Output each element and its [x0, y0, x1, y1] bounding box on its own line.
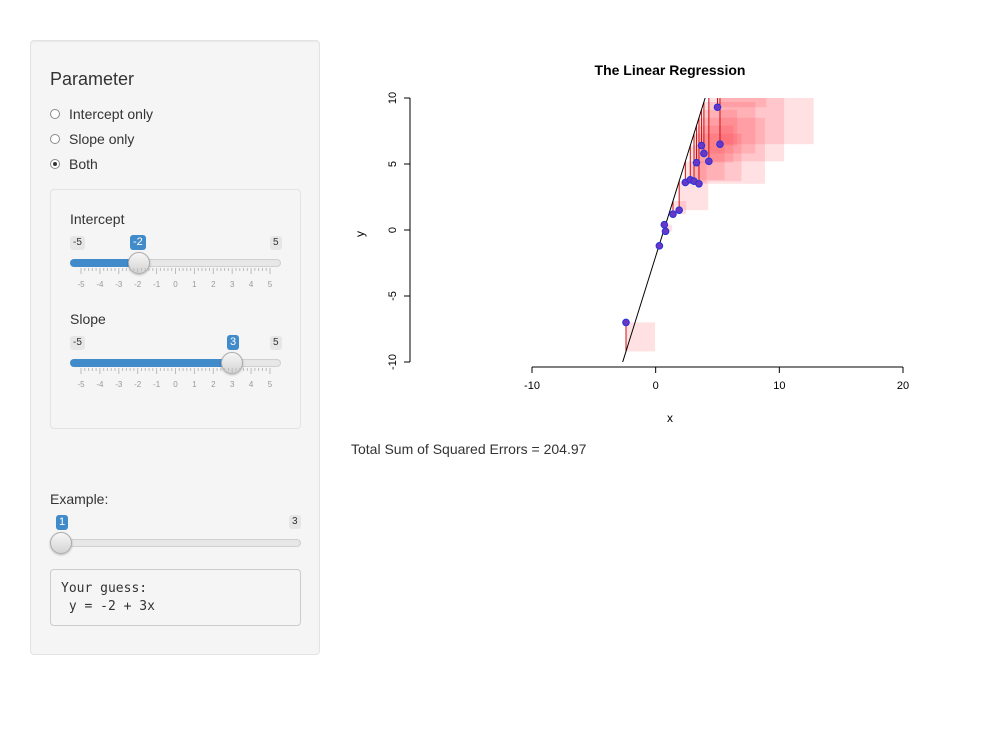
- radio-both[interactable]: Both: [50, 154, 98, 174]
- tick-label: 1: [192, 380, 197, 389]
- tick-label: 2: [211, 280, 216, 289]
- radio-button-icon[interactable]: [50, 109, 60, 119]
- intercept-max-label: 5: [270, 236, 282, 250]
- tick-label: 2: [211, 380, 216, 389]
- tick-label: 5: [267, 380, 273, 389]
- squared-error-box: [703, 101, 756, 154]
- x-tick-label: 0: [653, 380, 659, 392]
- tick-label: 4: [248, 280, 254, 289]
- data-point: [697, 141, 706, 150]
- tick-label: 3: [229, 380, 235, 389]
- slope-slider-fill: [70, 359, 232, 367]
- example-max-label: 3: [289, 515, 301, 529]
- example-slider-track[interactable]: [50, 539, 301, 547]
- regression-plot: The Linear Regression x y -10 0 10 20 -10 -5…: [353, 62, 909, 425]
- y-tick-label: 5: [387, 161, 399, 167]
- data-points: [622, 103, 724, 327]
- intercept-value-bubble: -2: [130, 235, 146, 250]
- intercept-label: Intercept: [70, 211, 125, 227]
- data-point: [705, 157, 713, 166]
- tick-label: -1: [153, 280, 161, 289]
- squared-error-box: [719, 98, 814, 145]
- data-point: [700, 149, 708, 158]
- data-point: [695, 180, 703, 188]
- data-point: [660, 220, 669, 229]
- tick-label: -4: [96, 380, 104, 389]
- radio-label: Intercept only: [69, 106, 154, 122]
- radio-label: Slope only: [69, 131, 135, 147]
- x-axis: -10 0 10 20: [524, 366, 909, 392]
- data-point: [692, 158, 701, 167]
- tick-label: -5: [77, 280, 85, 289]
- tick-label: -5: [77, 380, 85, 389]
- example-value-bubble: 1: [56, 515, 69, 530]
- tick-label: -1: [153, 380, 161, 389]
- radio-button-icon[interactable]: [50, 134, 60, 144]
- slope-value-bubble: 3: [227, 335, 240, 350]
- parameter-title: Parameter: [50, 69, 135, 89]
- tick-label: 1: [192, 280, 197, 289]
- slope-tick-labels: -5 -4 -3 -2 -1 0 1 2 3 4 5: [70, 380, 281, 392]
- y-tick-label: -10: [387, 354, 399, 370]
- data-point: [622, 318, 630, 327]
- y-axis: -10 -5 0 5 10: [387, 92, 411, 370]
- intercept-min-label: -5: [70, 236, 85, 250]
- example-label: Example:: [50, 491, 109, 507]
- tick-label: -4: [96, 280, 104, 289]
- intercept-slider-fill: [70, 259, 139, 267]
- squared-error-boxes: [625, 98, 814, 352]
- data-point: [716, 140, 724, 148]
- y-tick-label: 10: [387, 92, 399, 104]
- data-point: [669, 210, 677, 218]
- data-point: [655, 242, 664, 250]
- tick-label: 4: [248, 380, 254, 389]
- sse-output: Total Sum of Squared Errors = 204.97: [351, 441, 587, 457]
- tick-label: 3: [229, 280, 235, 289]
- guess-line-1: Your guess:: [61, 581, 148, 596]
- data-point: [675, 206, 683, 214]
- chart-title: The Linear Regression: [595, 62, 746, 78]
- data-point: [661, 227, 670, 236]
- slope-max-label: 5: [270, 336, 282, 350]
- tick-label: -2: [134, 280, 142, 289]
- slope-label: Slope: [70, 311, 106, 327]
- data-point: [713, 103, 722, 112]
- x-tick-label: 20: [897, 380, 909, 392]
- x-tick-label: 10: [773, 380, 785, 392]
- y-tick-label: -5: [387, 291, 399, 301]
- tick-label: -3: [115, 280, 123, 289]
- squared-error-box: [665, 224, 673, 232]
- intercept-slider-ticks: [80, 268, 271, 274]
- x-axis-label: x: [667, 411, 673, 425]
- y-tick-label: 0: [387, 227, 399, 233]
- slider-well: Intercept -5 5 -2 -5 -4 -3 -2 -1 0 1 2 3 4 5 Slope…: [50, 189, 301, 429]
- tick-label: -2: [134, 380, 142, 389]
- squared-error-box: [708, 98, 785, 162]
- x-tick-label: -10: [524, 380, 540, 392]
- squared-error-box: [701, 109, 738, 146]
- radio-label: Both: [69, 156, 98, 172]
- slope-min-label: -5: [70, 336, 85, 350]
- tick-label: -3: [115, 380, 123, 389]
- squared-error-box: [698, 117, 765, 184]
- guess-output: Your guess: y = -2 + 3x: [50, 569, 301, 626]
- radio-intercept-only[interactable]: Intercept only: [50, 104, 153, 124]
- y-axis-label: y: [353, 231, 367, 237]
- tick-label: 0: [173, 280, 178, 289]
- tick-label: 5: [267, 280, 273, 289]
- intercept-tick-labels: -5 -4 -3 -2 -1 0 1 2 3 4 5: [70, 280, 281, 292]
- radio-button-selected-icon[interactable]: [50, 159, 60, 169]
- radio-slope-only[interactable]: Slope only: [50, 129, 134, 149]
- sidebar-panel: Parameter Intercept only Slope only Both…: [30, 40, 320, 655]
- slope-slider-ticks: [80, 368, 271, 374]
- squared-error-box: [717, 98, 767, 108]
- example-slider-handle[interactable]: [50, 532, 72, 554]
- tick-label: 0: [173, 380, 178, 389]
- guess-line-2: y = -2 + 3x: [61, 599, 155, 614]
